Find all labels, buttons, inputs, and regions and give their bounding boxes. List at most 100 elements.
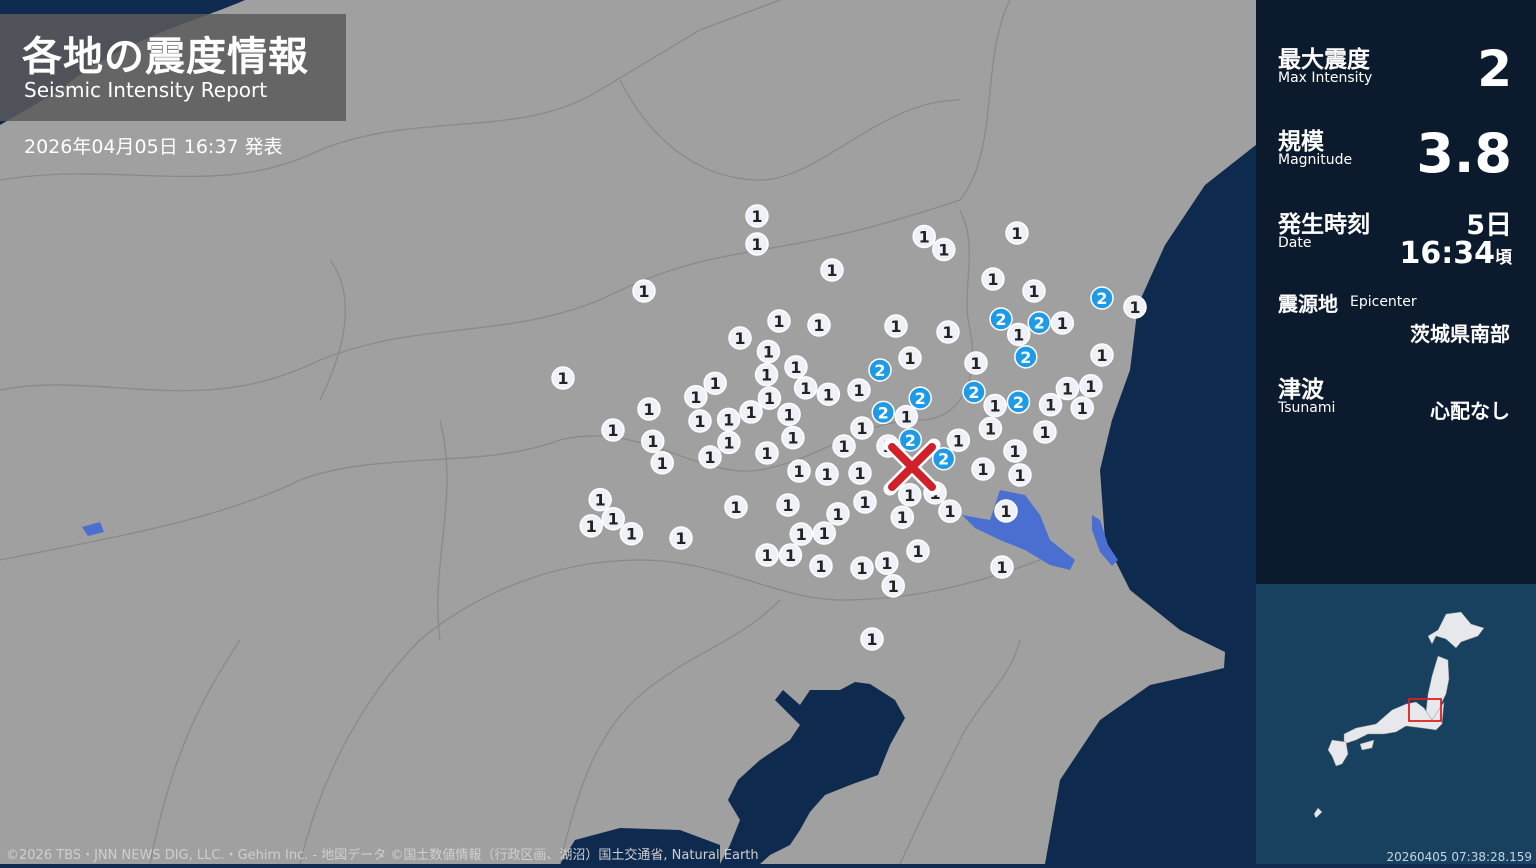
station-marker-intensity-1: 1 bbox=[756, 339, 781, 364]
station-marker-circle bbox=[906, 539, 930, 563]
lake-kitaura bbox=[1092, 515, 1118, 566]
magnitude-value: 3.8 bbox=[1416, 122, 1512, 185]
station-intensity-label: 1 bbox=[901, 408, 912, 427]
station-marker-circle bbox=[781, 425, 805, 450]
station-intensity-label: 1 bbox=[853, 381, 864, 400]
station-marker-circle bbox=[1070, 396, 1094, 420]
station-marker-intensity-1: 1 bbox=[755, 543, 779, 567]
station-intensity-label: 1 bbox=[783, 405, 794, 424]
station-marker-circle bbox=[897, 483, 922, 507]
station-intensity-label: 1 bbox=[800, 379, 811, 398]
station-intensity-label: 1 bbox=[793, 462, 804, 481]
station-intensity-label: 1 bbox=[826, 261, 837, 280]
station-intensity-label: 1 bbox=[586, 517, 597, 536]
station-marker-intensity-2: 2 bbox=[1014, 345, 1038, 369]
station-marker-circle bbox=[868, 358, 892, 382]
title-box bbox=[0, 14, 346, 121]
station-marker-intensity-1: 1 bbox=[807, 313, 831, 337]
station-marker-circle bbox=[890, 505, 915, 529]
station-intensity-label: 1 bbox=[919, 227, 930, 246]
station-marker-circle bbox=[938, 499, 962, 523]
station-intensity-label: 1 bbox=[813, 316, 824, 335]
station-marker-circle bbox=[1079, 374, 1103, 398]
station-marker-intensity-1: 1 bbox=[716, 407, 741, 432]
epicenter-value: 茨城県南部 bbox=[1410, 322, 1510, 346]
station-intensity-label: 1 bbox=[643, 400, 654, 419]
station-intensity-label: 2 bbox=[1096, 289, 1107, 308]
station-marker-circle bbox=[962, 380, 986, 404]
station-intensity-label: 1 bbox=[854, 464, 865, 483]
station-marker-intensity-1: 1 bbox=[890, 505, 915, 529]
japan-minimap: 20260405 07:38:28.159 bbox=[1256, 584, 1536, 864]
focus-area-box bbox=[1408, 698, 1442, 722]
station-intensity-label: 1 bbox=[888, 577, 899, 596]
station-marker-circle bbox=[757, 386, 782, 410]
pacific-ocean bbox=[1045, 0, 1256, 864]
station-intensity-label: 1 bbox=[595, 491, 606, 510]
station-marker-intensity-1: 1 bbox=[971, 457, 995, 481]
station-intensity-label: 1 bbox=[838, 437, 849, 456]
station-marker-circle bbox=[776, 493, 800, 517]
station-marker-circle bbox=[875, 551, 899, 575]
epicenter-label: 震源地 bbox=[1278, 292, 1338, 316]
station-marker-circle bbox=[724, 495, 748, 519]
station-intensity-label: 1 bbox=[938, 241, 949, 260]
station-intensity-label: 1 bbox=[626, 525, 637, 544]
station-marker-circle bbox=[601, 506, 625, 531]
station-marker-intensity-1: 1 bbox=[816, 382, 841, 407]
station-marker-circle bbox=[698, 445, 722, 469]
station-marker-intensity-1: 1 bbox=[551, 366, 575, 390]
station-marker-circle bbox=[932, 237, 956, 262]
station-marker-intensity-1: 1 bbox=[767, 309, 791, 333]
epicenter-label-en: Epicenter bbox=[1350, 294, 1417, 310]
station-marker-intensity-2: 2 bbox=[1006, 390, 1031, 414]
station-intensity-label: 1 bbox=[761, 444, 772, 463]
data-timestamp: 20260405 07:38:28.159 bbox=[1386, 850, 1532, 864]
tsunami-value: 心配なし bbox=[1430, 399, 1510, 423]
station-intensity-label: 2 bbox=[874, 361, 885, 380]
station-marker-circle bbox=[1123, 295, 1147, 319]
station-marker-intensity-1: 1 bbox=[860, 627, 884, 651]
station-intensity-label: 1 bbox=[944, 502, 955, 521]
station-marker-intensity-1: 1 bbox=[964, 351, 988, 375]
station-marker-circle bbox=[820, 258, 844, 282]
station-marker-intensity-1: 1 bbox=[1079, 374, 1103, 398]
station-marker-intensity-1: 1 bbox=[684, 385, 708, 409]
station-marker-circle bbox=[632, 279, 656, 303]
station-intensity-label: 1 bbox=[657, 454, 668, 473]
station-intensity-label: 1 bbox=[1039, 423, 1050, 442]
station-marker-circle bbox=[703, 371, 727, 395]
station-intensity-label: 2 bbox=[905, 431, 916, 450]
station-marker-intensity-1: 1 bbox=[1123, 295, 1147, 319]
station-marker-intensity-1: 1 bbox=[755, 441, 779, 465]
station-intensity-label: 1 bbox=[912, 542, 923, 561]
station-marker-circle bbox=[650, 451, 674, 475]
station-marker-intensity-2: 2 bbox=[908, 386, 932, 410]
station-intensity-label: 1 bbox=[647, 432, 658, 451]
station-marker-circle bbox=[754, 362, 779, 387]
station-marker-circle bbox=[912, 224, 936, 249]
station-marker-intensity-1: 1 bbox=[1003, 439, 1027, 463]
station-marker-intensity-1: 1 bbox=[789, 522, 813, 546]
station-marker-intensity-1: 1 bbox=[619, 521, 644, 546]
station-intensity-label: 1 bbox=[904, 349, 915, 368]
station-intensity-label: 1 bbox=[734, 329, 745, 348]
station-marker-circle bbox=[551, 366, 575, 390]
page-title: 各地の震度情報 bbox=[22, 34, 309, 80]
max-intensity-label-en: Max Intensity bbox=[1278, 70, 1373, 86]
station-intensity-label: 1 bbox=[730, 498, 741, 517]
station-marker-intensity-1: 1 bbox=[778, 543, 803, 567]
station-marker-intensity-1: 1 bbox=[1005, 221, 1029, 245]
station-marker-circle bbox=[860, 627, 884, 651]
station-intensity-label: 1 bbox=[762, 546, 773, 565]
station-intensity-label: 1 bbox=[1014, 466, 1025, 485]
station-marker-circle bbox=[978, 416, 1003, 441]
date-time: 16:34頃 bbox=[1400, 236, 1513, 271]
station-marker-intensity-2: 2 bbox=[989, 307, 1013, 331]
station-marker-intensity-1: 1 bbox=[981, 267, 1005, 291]
japan-outline bbox=[1313, 611, 1485, 819]
station-intensity-label: 1 bbox=[823, 385, 834, 404]
station-marker-circle bbox=[971, 457, 995, 481]
station-marker-circle bbox=[777, 402, 801, 427]
station-intensity-label: 1 bbox=[953, 431, 964, 450]
